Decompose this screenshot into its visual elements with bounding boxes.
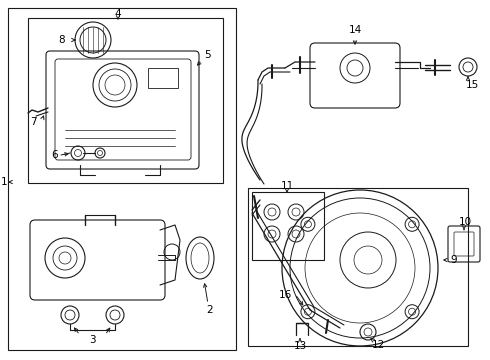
Text: 14: 14	[348, 25, 362, 35]
Bar	[28, 18, 223, 183]
Text: 8: 8	[59, 35, 65, 45]
Text: 12: 12	[371, 340, 385, 350]
Text: 5: 5	[204, 50, 210, 60]
Text: 9: 9	[451, 255, 457, 265]
Text: 13: 13	[294, 341, 307, 351]
Bar	[8, 8, 236, 350]
Text: 6: 6	[51, 150, 58, 160]
Text: 7: 7	[30, 117, 36, 127]
Text: 11: 11	[280, 181, 294, 191]
Bar	[248, 188, 468, 346]
Text: 4: 4	[115, 9, 122, 19]
Bar	[252, 192, 324, 260]
Text: 2: 2	[207, 305, 213, 315]
Text: 10: 10	[459, 217, 471, 227]
Bar	[148, 68, 178, 88]
Text: 16: 16	[278, 290, 292, 300]
Text: 3: 3	[89, 335, 96, 345]
Text: 15: 15	[466, 80, 479, 90]
Text: 1: 1	[0, 177, 7, 187]
